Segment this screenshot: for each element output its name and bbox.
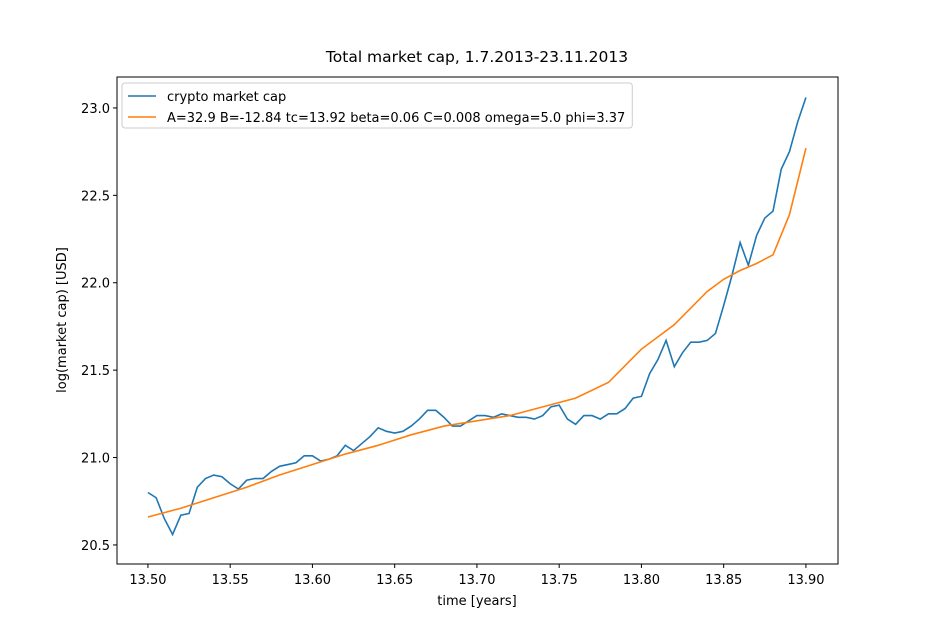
x-tick-label: 13.55 [212, 573, 249, 588]
series-line [147, 147, 807, 518]
x-tick-label: 13.50 [129, 573, 166, 588]
y-tick-label: 22.5 [81, 189, 110, 204]
axes-frame [116, 76, 839, 565]
x-tick-label: 13.70 [458, 573, 495, 588]
x-axis-label: time [years] [437, 594, 516, 609]
x-tick-label: 13.60 [294, 573, 331, 588]
x-tick-label: 13.90 [787, 573, 824, 588]
y-axis-label: log(market cap) [USD] [55, 247, 70, 393]
chart-title: Total market cap, 1.7.2013-23.11.2013 [325, 48, 628, 66]
x-tick-label: 13.85 [705, 573, 742, 588]
legend-box [121, 82, 633, 129]
x-tick-label: 13.80 [623, 573, 660, 588]
y-tick-label: 22.0 [81, 277, 110, 292]
y-tick-label: 21.5 [81, 364, 110, 379]
y-tick-label: 20.5 [81, 539, 110, 554]
legend-label: A=32.9 B=-12.84 tc=13.92 beta=0.06 C=0.0… [167, 111, 625, 126]
y-tick-label: 23.0 [81, 102, 110, 117]
series-line [147, 97, 807, 537]
legend: crypto market cap A=32.9 B=-12.84 tc=13.9… [121, 82, 633, 129]
x-tick-label: 13.65 [376, 573, 413, 588]
legend-label: crypto market cap [167, 90, 286, 105]
x-tick-label: 13.75 [541, 573, 578, 588]
y-tick-label: 21.0 [81, 452, 110, 467]
